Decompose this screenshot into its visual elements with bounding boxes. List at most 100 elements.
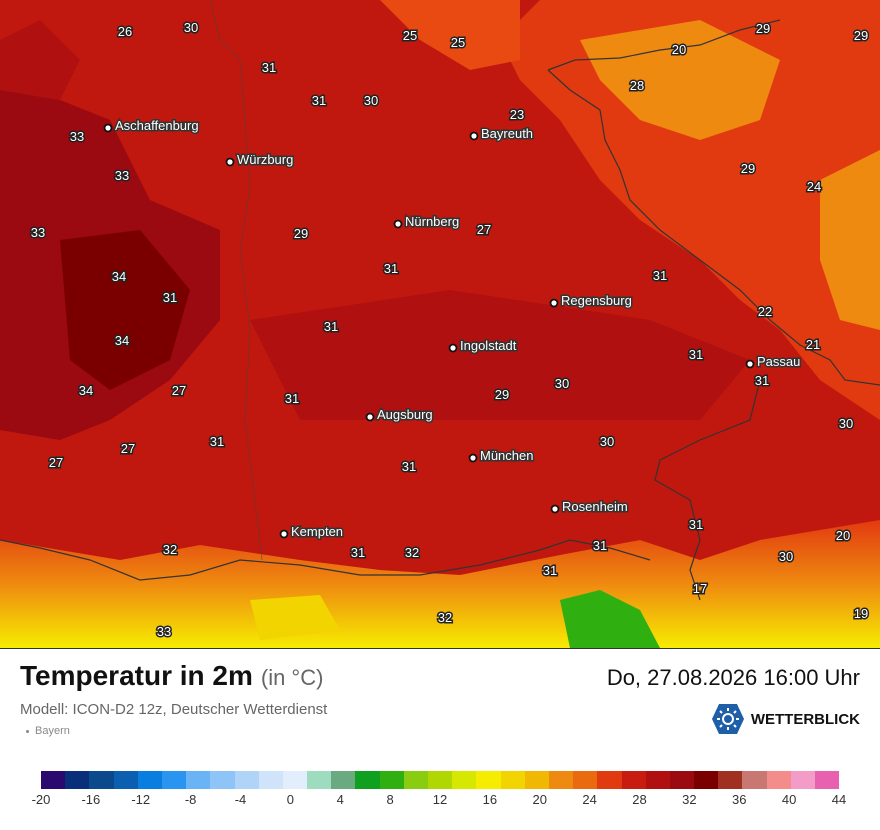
model-info: Modell: ICON-D2 12z, Deutscher Wetterdie… xyxy=(20,701,328,718)
temperature-value: 33 xyxy=(115,168,129,183)
legend-swatch xyxy=(621,771,646,789)
city-name: Regensburg xyxy=(561,293,632,308)
city-dot-icon xyxy=(365,412,375,422)
legend-swatch xyxy=(307,771,332,789)
austria-border-south xyxy=(0,539,651,581)
temperature-value: 29 xyxy=(294,226,308,241)
wetterblick-logo-icon xyxy=(711,704,744,734)
city-name: Aschaffenburg xyxy=(115,118,199,133)
temperature-value: 29 xyxy=(741,161,755,176)
legend-swatch xyxy=(645,771,670,789)
legend-swatch xyxy=(669,771,695,789)
temperature-value: 27 xyxy=(477,222,491,237)
city-name: Nürnberg xyxy=(405,214,459,229)
temperature-value: 29 xyxy=(495,387,509,402)
city-name: Bayreuth xyxy=(481,126,533,141)
alps-gradient-area xyxy=(0,520,880,648)
city-marker: Nürnberg xyxy=(393,213,461,231)
forecast-datetime: Do, 27.08.2026 16:00 Uhr xyxy=(606,665,860,690)
temperature-value: 29 xyxy=(854,28,868,43)
fichtelgebirge-area xyxy=(580,20,780,140)
legend-tick: 16 xyxy=(482,792,498,807)
saxony-border xyxy=(547,19,781,71)
temperature-value: 20 xyxy=(672,42,686,57)
legend-tick-labels: -20 -16 -12 -8 -4 0 4 8 12 16 20 24 28 32 36 40 44 xyxy=(32,792,847,808)
unit-label: (in °C) xyxy=(260,665,324,690)
legend-swatch xyxy=(210,771,235,789)
temperature-labels: 26 30 25 25 20 29 29 31 31 30 28 23 33 29 33 24 33 29 27 31… xyxy=(29,19,869,641)
legend-swatch xyxy=(524,771,549,789)
temperature-value: 23 xyxy=(510,107,524,122)
allgau-alps-area xyxy=(250,595,340,640)
legend-swatch xyxy=(790,771,815,789)
temperature-value: 30 xyxy=(779,549,793,564)
legend-tick: 28 xyxy=(632,792,647,807)
legend-tick: 36 xyxy=(732,792,747,807)
city-marker: Ingolstadt xyxy=(448,337,518,355)
temperature-value: 32 xyxy=(405,545,419,560)
legend-tick: -20 xyxy=(31,792,51,807)
region-text: Bayern xyxy=(35,725,70,737)
central-band xyxy=(250,290,750,420)
city-marker: München xyxy=(468,447,535,465)
temperature-value: 31 xyxy=(312,93,326,108)
legend-swatch xyxy=(452,771,477,789)
region-dot-icon xyxy=(26,729,29,733)
map-canvas: 26 30 25 25 20 29 29 31 31 30 28 23 33 29 33 24 33 29 27 31… xyxy=(0,0,880,648)
brand-logo[interactable]: WETTERBLICK xyxy=(711,703,860,735)
legend-swatch xyxy=(428,771,453,789)
temperature-value: 24 xyxy=(807,179,821,194)
spessart-hot-core xyxy=(60,230,190,390)
legend-swatch xyxy=(65,771,90,789)
czech-border xyxy=(547,69,880,386)
legend-swatch xyxy=(694,771,719,789)
legend-swatch xyxy=(137,771,162,789)
temperature-value: 31 xyxy=(755,373,769,388)
legend-swatch xyxy=(186,771,211,789)
temperature-value: 19 xyxy=(854,606,868,621)
legend-swatch xyxy=(355,771,380,789)
city-dot-icon xyxy=(549,298,559,308)
city-name: Augsburg xyxy=(377,407,433,422)
legend-swatch xyxy=(113,771,138,789)
legend-tick: -16 xyxy=(81,792,101,807)
legend-tick: 40 xyxy=(781,792,797,807)
temperature-value: 33 xyxy=(157,624,171,639)
city-dot-icon xyxy=(745,359,755,369)
temperature-value: 25 xyxy=(451,35,465,50)
city-marker: Kempten xyxy=(279,523,345,541)
legend-swatch xyxy=(597,771,622,789)
temperature-value: 27 xyxy=(49,455,63,470)
city-name: München xyxy=(480,448,533,463)
color-legend xyxy=(41,771,840,789)
temperature-value: 22 xyxy=(758,304,772,319)
legend-tick: 44 xyxy=(831,792,847,807)
temperature-value: 31 xyxy=(210,434,224,449)
austria-border-east xyxy=(654,379,761,601)
temperature-value: 31 xyxy=(689,347,703,362)
temperature-value: 27 xyxy=(121,441,135,456)
city-name: Ingolstadt xyxy=(460,338,517,353)
city-dot-icon xyxy=(393,219,403,229)
temperature-map: 26 30 25 25 20 29 29 31 31 30 28 23 33 29 33 24 33 29 27 31… xyxy=(0,0,880,649)
city-dot-icon xyxy=(468,453,478,463)
city-marker: Augsburg xyxy=(365,406,434,424)
city-dot-icon xyxy=(279,529,289,539)
legend-tick: -12 xyxy=(131,792,151,807)
city-dot-icon xyxy=(448,343,458,353)
city-marker: Bayreuth xyxy=(469,125,535,143)
legend-swatch xyxy=(403,771,428,789)
temperature-value: 30 xyxy=(839,416,853,431)
northeast-warm-area xyxy=(500,0,880,420)
legend-swatch xyxy=(718,771,743,789)
legend-swatch xyxy=(476,771,501,789)
legend-tick: -4 xyxy=(234,792,247,807)
temperature-value: 26 xyxy=(118,24,132,39)
legend-swatch xyxy=(742,771,767,789)
city-marker: Aschaffenburg xyxy=(103,117,200,135)
temperature-value: 31 xyxy=(689,517,703,532)
city-marker: Passau xyxy=(745,353,802,371)
temperature-value: 29 xyxy=(756,21,770,36)
bavarian-forest-area xyxy=(820,150,880,330)
temperature-value: 31 xyxy=(262,60,276,75)
